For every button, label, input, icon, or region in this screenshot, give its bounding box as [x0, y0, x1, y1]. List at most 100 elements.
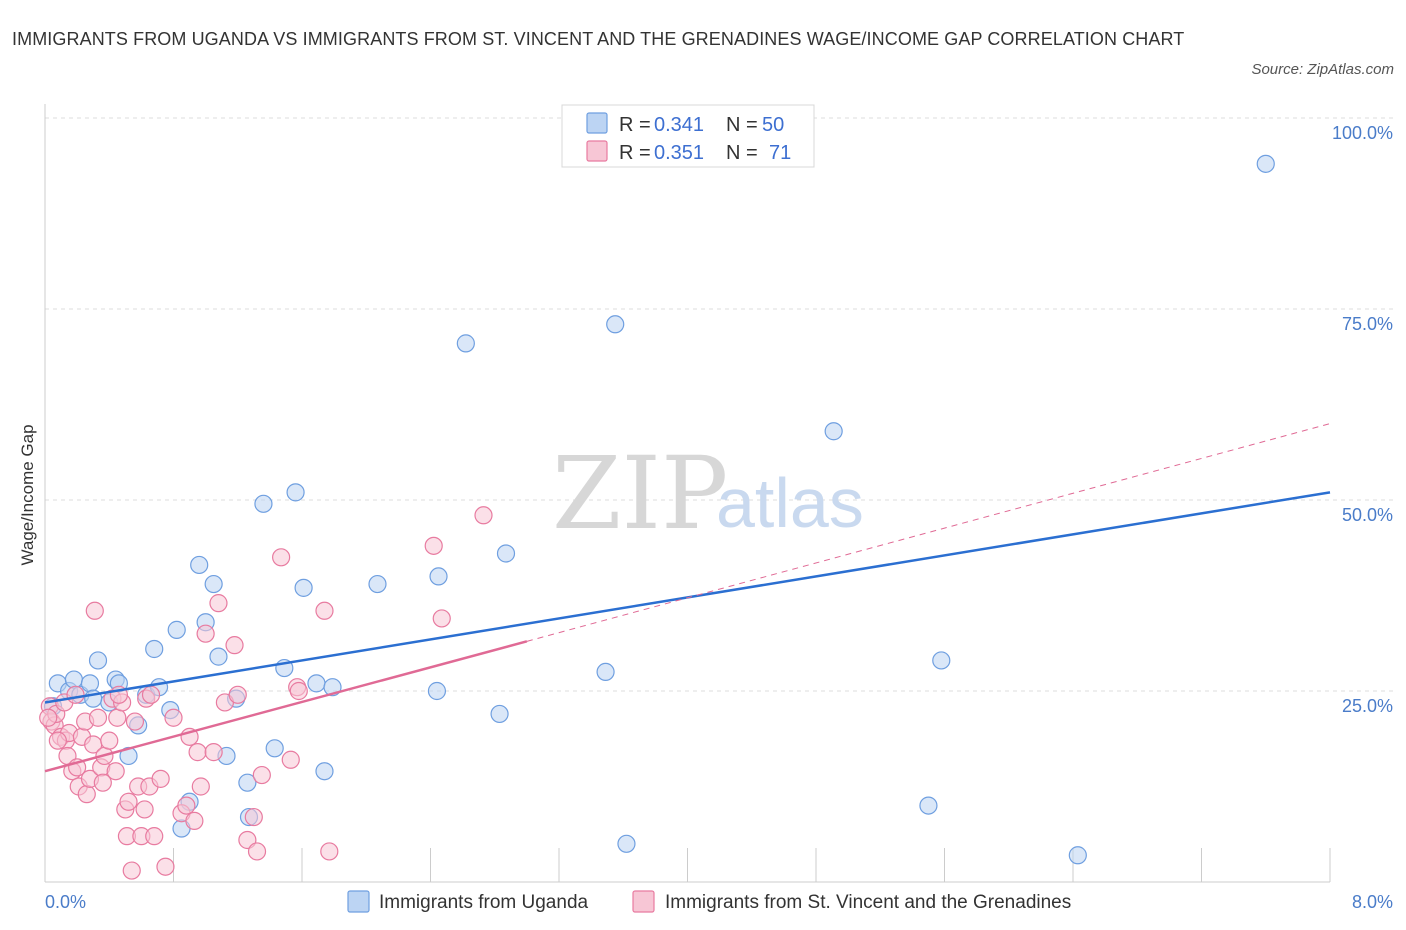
- stats-legend: R = 0.341 N = 50 R = 0.351 N = 71: [561, 104, 815, 168]
- legend-n-value-1: 50: [762, 114, 784, 136]
- data-point: [254, 494, 273, 513]
- bottom-legend: Immigrants from Uganda Immigrants from S…: [347, 890, 1071, 913]
- data-point: [265, 739, 284, 758]
- x-tick-label: 8.0%: [1352, 892, 1393, 912]
- data-point: [289, 681, 308, 701]
- legend-r-value-2: 0.351: [654, 142, 704, 164]
- y-tick-labels: 25.0% 50.0% 75.0% 100.0%: [1332, 123, 1393, 716]
- data-point: [596, 662, 615, 682]
- data-point: [932, 651, 951, 670]
- data-point: [156, 857, 175, 876]
- data-point: [93, 773, 112, 792]
- legend-swatch-uganda: [586, 112, 608, 134]
- data-point: [919, 796, 938, 815]
- legend-r-value-1: 0.341: [654, 114, 704, 136]
- data-point: [272, 548, 291, 567]
- data-point: [474, 506, 493, 525]
- data-point: [188, 743, 207, 762]
- data-point: [100, 731, 119, 750]
- chart-title: IMMIGRANTS FROM UGANDA VS IMMIGRANTS FRO…: [12, 29, 1185, 49]
- bottom-legend-label-uganda: Immigrants from Uganda: [379, 892, 589, 913]
- grid-lines: [45, 117, 1393, 692]
- data-point: [490, 704, 509, 724]
- data-point: [85, 601, 104, 620]
- legend-n-label-2: N =: [726, 142, 758, 164]
- y-tick-label: 25.0%: [1342, 696, 1393, 716]
- data-point: [606, 315, 625, 334]
- data-point: [281, 750, 300, 769]
- watermark-atlas: atlas: [716, 464, 864, 542]
- y-axis-title: Wage/Income Gap: [18, 424, 37, 565]
- data-point: [185, 811, 204, 830]
- data-point: [368, 574, 387, 594]
- data-point: [315, 762, 334, 781]
- bottom-legend-swatch-svg: [632, 890, 655, 913]
- series-uganda-points: [43, 154, 1275, 865]
- bottom-legend-label-svg: Immigrants from St. Vincent and the Gren…: [665, 892, 1071, 913]
- data-point: [228, 685, 247, 704]
- data-point: [190, 555, 209, 575]
- data-point: [125, 712, 145, 731]
- data-point: [122, 861, 141, 880]
- data-point: [286, 483, 305, 502]
- data-point: [225, 636, 244, 655]
- data-point: [88, 651, 108, 670]
- y-tick-label: 75.0%: [1342, 314, 1393, 334]
- data-point: [320, 842, 339, 861]
- data-point: [1068, 846, 1087, 865]
- bottom-legend-swatch-uganda: [347, 890, 370, 913]
- x-tick-label: 0.0%: [45, 892, 86, 912]
- data-point: [64, 670, 84, 689]
- legend-n-label-1: N =: [726, 114, 758, 136]
- data-point: [106, 762, 125, 781]
- data-point: [88, 708, 108, 727]
- data-point: [1256, 154, 1275, 173]
- data-point: [119, 792, 138, 811]
- data-point: [456, 334, 475, 353]
- data-point: [167, 620, 186, 639]
- data-point: [429, 567, 448, 586]
- data-point: [294, 578, 313, 597]
- legend-r-label-2: R =: [619, 142, 651, 164]
- data-point: [196, 624, 215, 643]
- data-point: [617, 834, 636, 853]
- data-point: [424, 536, 443, 555]
- data-point: [141, 685, 161, 704]
- data-point: [108, 708, 127, 727]
- data-point: [824, 422, 843, 441]
- data-point: [427, 681, 447, 701]
- data-point: [432, 609, 451, 628]
- data-point: [307, 674, 326, 693]
- legend-swatch-svg: [586, 140, 608, 162]
- series-svg-points: [39, 506, 493, 880]
- source-label: Source: ZipAtlas.com: [1251, 61, 1394, 78]
- data-point: [39, 708, 58, 727]
- trend-lines: [44, 423, 1331, 773]
- trend-line-svg-extension: [526, 423, 1331, 642]
- data-point: [135, 800, 154, 819]
- trend-line-svg: [44, 640, 528, 773]
- data-point: [164, 708, 183, 727]
- data-point: [247, 842, 267, 861]
- data-point: [145, 827, 164, 846]
- data-point: [77, 785, 96, 804]
- legend-n-value-2: 71: [769, 142, 791, 164]
- legend-r-label-1: R =: [619, 114, 651, 136]
- watermark-zip: ZIP: [552, 435, 728, 552]
- data-point: [238, 773, 257, 792]
- data-point: [209, 647, 228, 666]
- data-point: [204, 574, 223, 594]
- data-point: [80, 674, 100, 693]
- data-point: [145, 639, 164, 659]
- data-point: [244, 807, 263, 827]
- data-point: [315, 601, 334, 620]
- data-point: [151, 769, 170, 788]
- data-point: [191, 777, 210, 796]
- data-point: [209, 594, 228, 613]
- y-tick-label: 50.0%: [1342, 505, 1393, 525]
- x-tick-labels: 0.0% 8.0%: [45, 892, 1393, 912]
- data-point: [252, 765, 271, 785]
- y-tick-label: 100.0%: [1332, 123, 1393, 143]
- data-point: [177, 796, 196, 815]
